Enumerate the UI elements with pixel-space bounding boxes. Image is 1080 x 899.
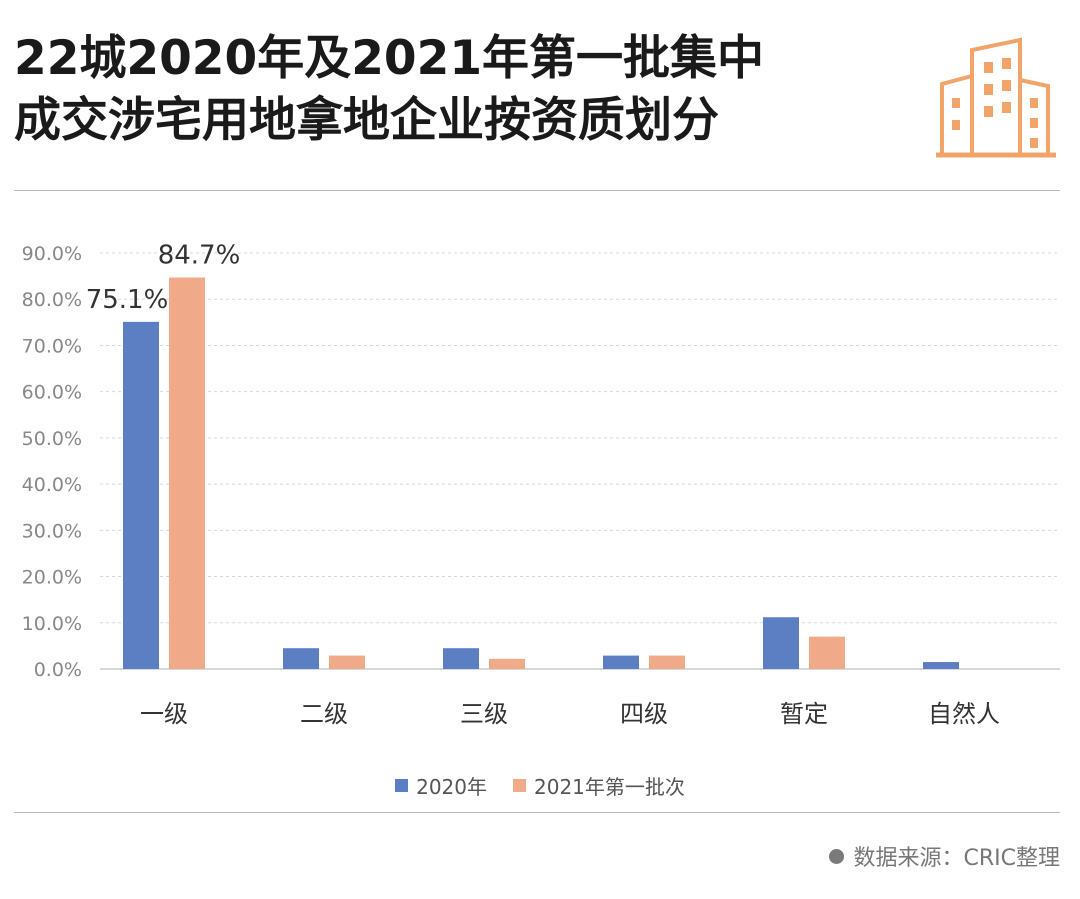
bullet-icon [828, 848, 844, 864]
y-tick-label: 60.0% [22, 382, 82, 404]
data-label: 75.1% [86, 285, 169, 315]
top-divider [14, 190, 1060, 191]
bottom-divider [14, 812, 1060, 813]
bar-chart: 0.0% 10.0% 20.0% 30.0% 40.0% 50.0% 60.0% 70.0% 8… [22, 240, 1060, 728]
y-tick-label: 40.0% [22, 474, 82, 496]
bar-2021 [329, 655, 365, 669]
source-text: 数据来源：CRIC整理 [853, 846, 1061, 871]
bar-2020 [283, 648, 319, 669]
legend-label-2021: 2021年第一批次 [534, 775, 685, 799]
legend-swatch-2020 [395, 779, 409, 792]
chart-title: 22城2020年及2021年第一批集中 成交涉宅用地拿地企业按资质划分 [14, 28, 914, 152]
bar-2021 [169, 277, 205, 669]
bar-2021 [489, 658, 525, 669]
legend-item-2021: 2021年第一批次 [513, 771, 685, 800]
buildings-icon [936, 37, 1056, 158]
y-tick-label: 20.0% [22, 567, 82, 589]
y-tick-label: 30.0% [22, 520, 82, 542]
y-tick-label: 90.0% [22, 243, 82, 265]
y-tick-label: 80.0% [22, 289, 82, 311]
bar-2020 [763, 617, 799, 669]
legend-item-2020: 2020年 [395, 771, 487, 800]
y-tick-label: 0.0% [34, 659, 82, 681]
title-line-1: 22城2020年及2021年第一批集中 [14, 31, 765, 86]
x-tick-label: 四级 [620, 700, 668, 728]
data-label: 84.7% [158, 240, 241, 270]
x-tick-label: 三级 [460, 700, 508, 728]
bar-2021 [809, 636, 845, 669]
bar-2020 [923, 662, 959, 669]
legend-label-2020: 2020年 [416, 775, 487, 799]
chart-legend: 2020年 2021年第一批次 [0, 771, 1080, 800]
legend-swatch-2021 [513, 779, 526, 792]
y-tick-label: 10.0% [22, 613, 82, 635]
bar-2020 [123, 321, 159, 669]
x-tick-label: 自然人 [928, 700, 1000, 728]
bar-2021 [649, 655, 685, 669]
source-note: 数据来源：CRIC整理 [828, 840, 1061, 872]
x-tick-label: 二级 [300, 700, 348, 728]
bar-2020 [603, 655, 639, 669]
title-line-2: 成交涉宅用地拿地企业按资质划分 [14, 93, 719, 148]
y-tick-label: 70.0% [22, 335, 82, 357]
x-tick-label: 一级 [140, 700, 188, 728]
bar-2020 [443, 648, 479, 669]
y-tick-label: 50.0% [22, 428, 82, 450]
x-tick-label: 暂定 [780, 700, 828, 728]
